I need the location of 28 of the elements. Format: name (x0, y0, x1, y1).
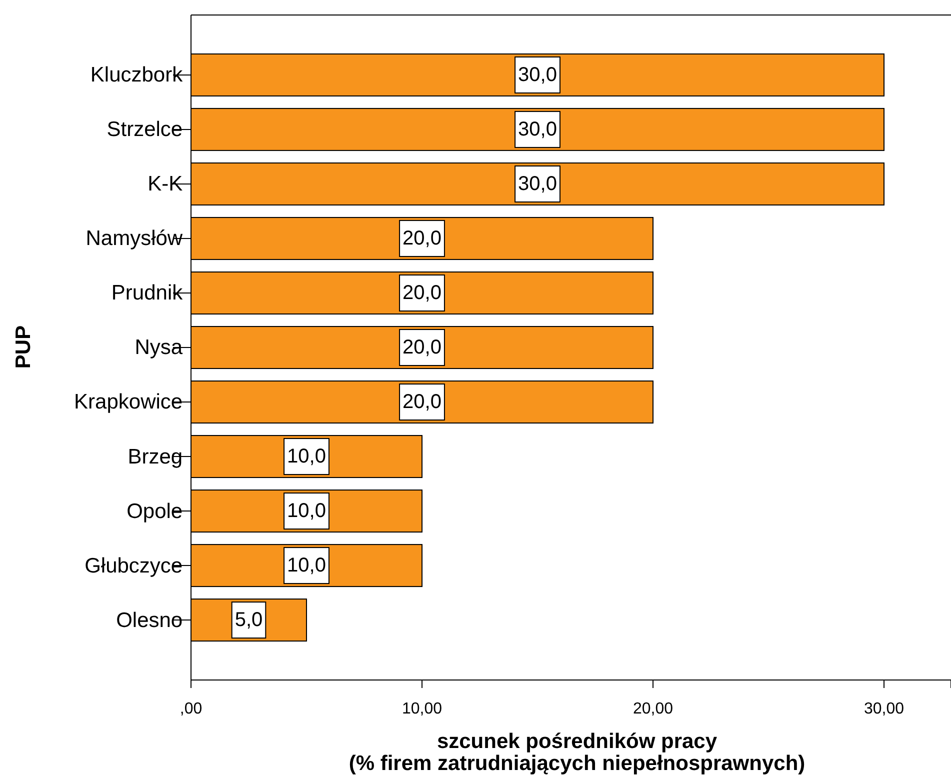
data-label: 20,0 (402, 282, 442, 304)
data-label: 10,0 (287, 554, 326, 577)
data-label: 5,0 (234, 609, 263, 632)
data-label: 20,0 (402, 336, 442, 358)
x-tick-label: 20,00 (632, 700, 674, 718)
y-tick-label: Kluczbork (90, 64, 184, 87)
x-tick-label: 10,00 (402, 700, 442, 718)
y-tick-label: Strzelce (106, 118, 183, 142)
y-tick-label: Prudnik (111, 282, 184, 305)
y-tick-label: Krapkowice (74, 390, 183, 414)
y-tick-label: Opole (126, 500, 183, 523)
data-label: 30,0 (518, 172, 557, 195)
x-axis-title: szcunek pośredników pracy (% firem zatrudniających niepełnosprawnych) (348, 730, 806, 775)
y-tick-label: Nysa (134, 336, 183, 360)
data-label: 10,0 (287, 446, 326, 468)
data-label: 20,0 (402, 227, 442, 250)
data-label: 30,0 (518, 118, 557, 140)
data-label: 20,0 (402, 391, 442, 414)
x-tick-label: 30,00 (864, 700, 904, 718)
y-tick-label: Olesno (116, 608, 183, 632)
y-tick-label: Brzeg (128, 445, 183, 468)
x-tick-label: ,00 (180, 700, 202, 718)
data-label: 10,0 (287, 500, 326, 522)
y-tick-label: Namysłów (86, 227, 184, 250)
y-tick-label: Głubczyce (84, 554, 183, 578)
y-tick-label: K-K (148, 172, 183, 196)
y-axis-title: PUP (12, 325, 35, 369)
data-label: 30,0 (518, 64, 557, 86)
